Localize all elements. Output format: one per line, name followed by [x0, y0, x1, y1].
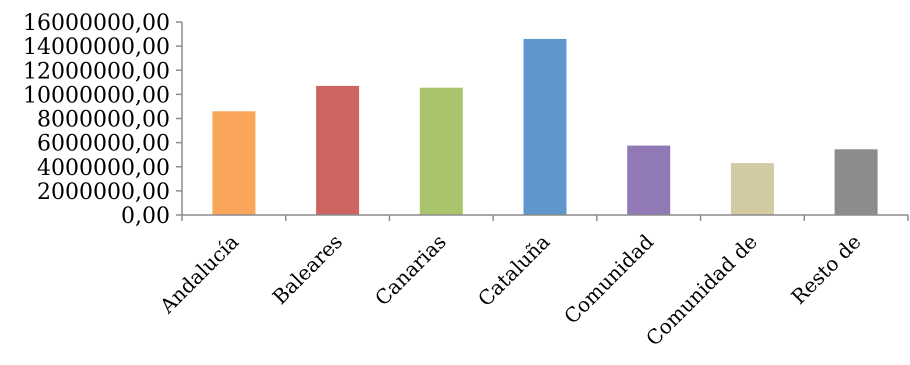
bar-4: [523, 38, 567, 216]
x-category-label: Cataluña: [473, 230, 555, 312]
y-tick-label: 16000000,00: [23, 11, 170, 36]
bar-2: [316, 85, 360, 216]
bar-5: [627, 145, 671, 215]
y-tick-label: 4000000,00: [37, 156, 170, 181]
y-axis-ticks: 0,002000000,004000000,006000000,00800000…: [23, 11, 182, 229]
x-category-label: Andalucía: [154, 230, 243, 319]
x-category-label: Comunidad: [559, 229, 658, 328]
x-category-label: Baleares: [268, 230, 348, 310]
y-tick-label: 14000000,00: [23, 35, 170, 60]
y-tick-label: 2000000,00: [37, 180, 170, 205]
x-category-label: Canarias: [370, 230, 451, 311]
x-category-label: Comunidad de: [641, 230, 762, 351]
y-tick-label: 12000000,00: [23, 59, 170, 84]
bars-group: [212, 38, 878, 216]
bar-7: [834, 149, 878, 215]
x-axis-labels: Andalucía Baleares Canarias Cataluña Comunid…: [154, 229, 865, 350]
bar-3: [419, 87, 463, 215]
bar-1: [212, 111, 256, 215]
y-tick-label: 0,00: [121, 204, 170, 229]
x-category-label: Resto de: [786, 230, 865, 309]
bar-6: [730, 163, 774, 215]
y-tick-label: 10000000,00: [23, 83, 170, 108]
y-tick-label: 6000000,00: [37, 132, 170, 157]
y-tick-label: 8000000,00: [37, 108, 170, 133]
